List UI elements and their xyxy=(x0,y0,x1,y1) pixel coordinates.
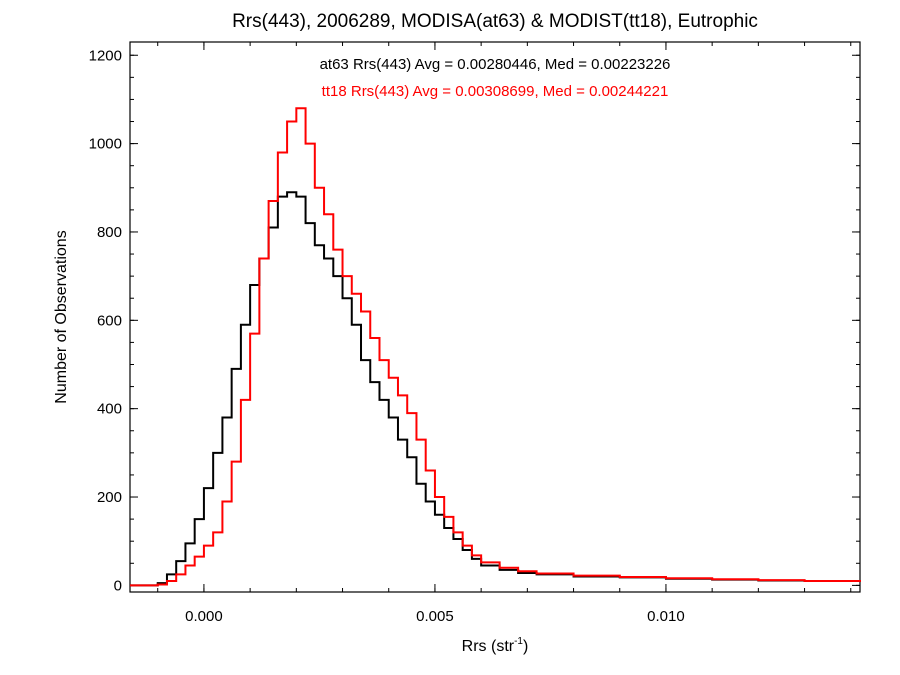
x-tick-label: 0.010 xyxy=(647,608,685,625)
y-tick-label: 200 xyxy=(97,489,122,506)
x-axis-label-superscript: -1 xyxy=(514,636,523,647)
series-at63-line xyxy=(130,191,861,587)
x-axis-label-base: Rrs (str xyxy=(462,638,515,655)
y-axis-label: Number of Observations xyxy=(53,230,70,403)
x-tick-label: 0.000 xyxy=(185,608,223,625)
y-tick-label: 600 xyxy=(97,312,122,329)
x-axis-label-closing: ) xyxy=(523,638,528,655)
y-axis-ticks: 0 200 400 600 800 1000 1200 xyxy=(89,47,860,594)
y-tick-label: 800 xyxy=(97,224,122,241)
series-tt18-line xyxy=(130,107,861,587)
plot-frame xyxy=(129,41,861,593)
y-tick-label: 1200 xyxy=(89,47,122,64)
annotation-at63: at63 Rrs(443) Avg = 0.00280446, Med = 0.… xyxy=(320,56,671,73)
y-tick-label: 1000 xyxy=(89,136,122,153)
x-axis-label: Rrs (str-1) xyxy=(462,636,529,655)
series-layer xyxy=(130,107,861,587)
annotation-tt18: tt18 Rrs(443) Avg = 0.00308699, Med = 0.… xyxy=(322,83,669,100)
x-tick-label: 0.005 xyxy=(416,608,454,625)
chart-title: Rrs(443), 2006289, MODISA(at63) & MODIST… xyxy=(232,11,758,32)
x-axis-ticks: 0.000 0.005 0.010 xyxy=(157,42,852,625)
y-tick-label: 400 xyxy=(97,401,122,418)
y-tick-label: 0 xyxy=(114,577,122,594)
